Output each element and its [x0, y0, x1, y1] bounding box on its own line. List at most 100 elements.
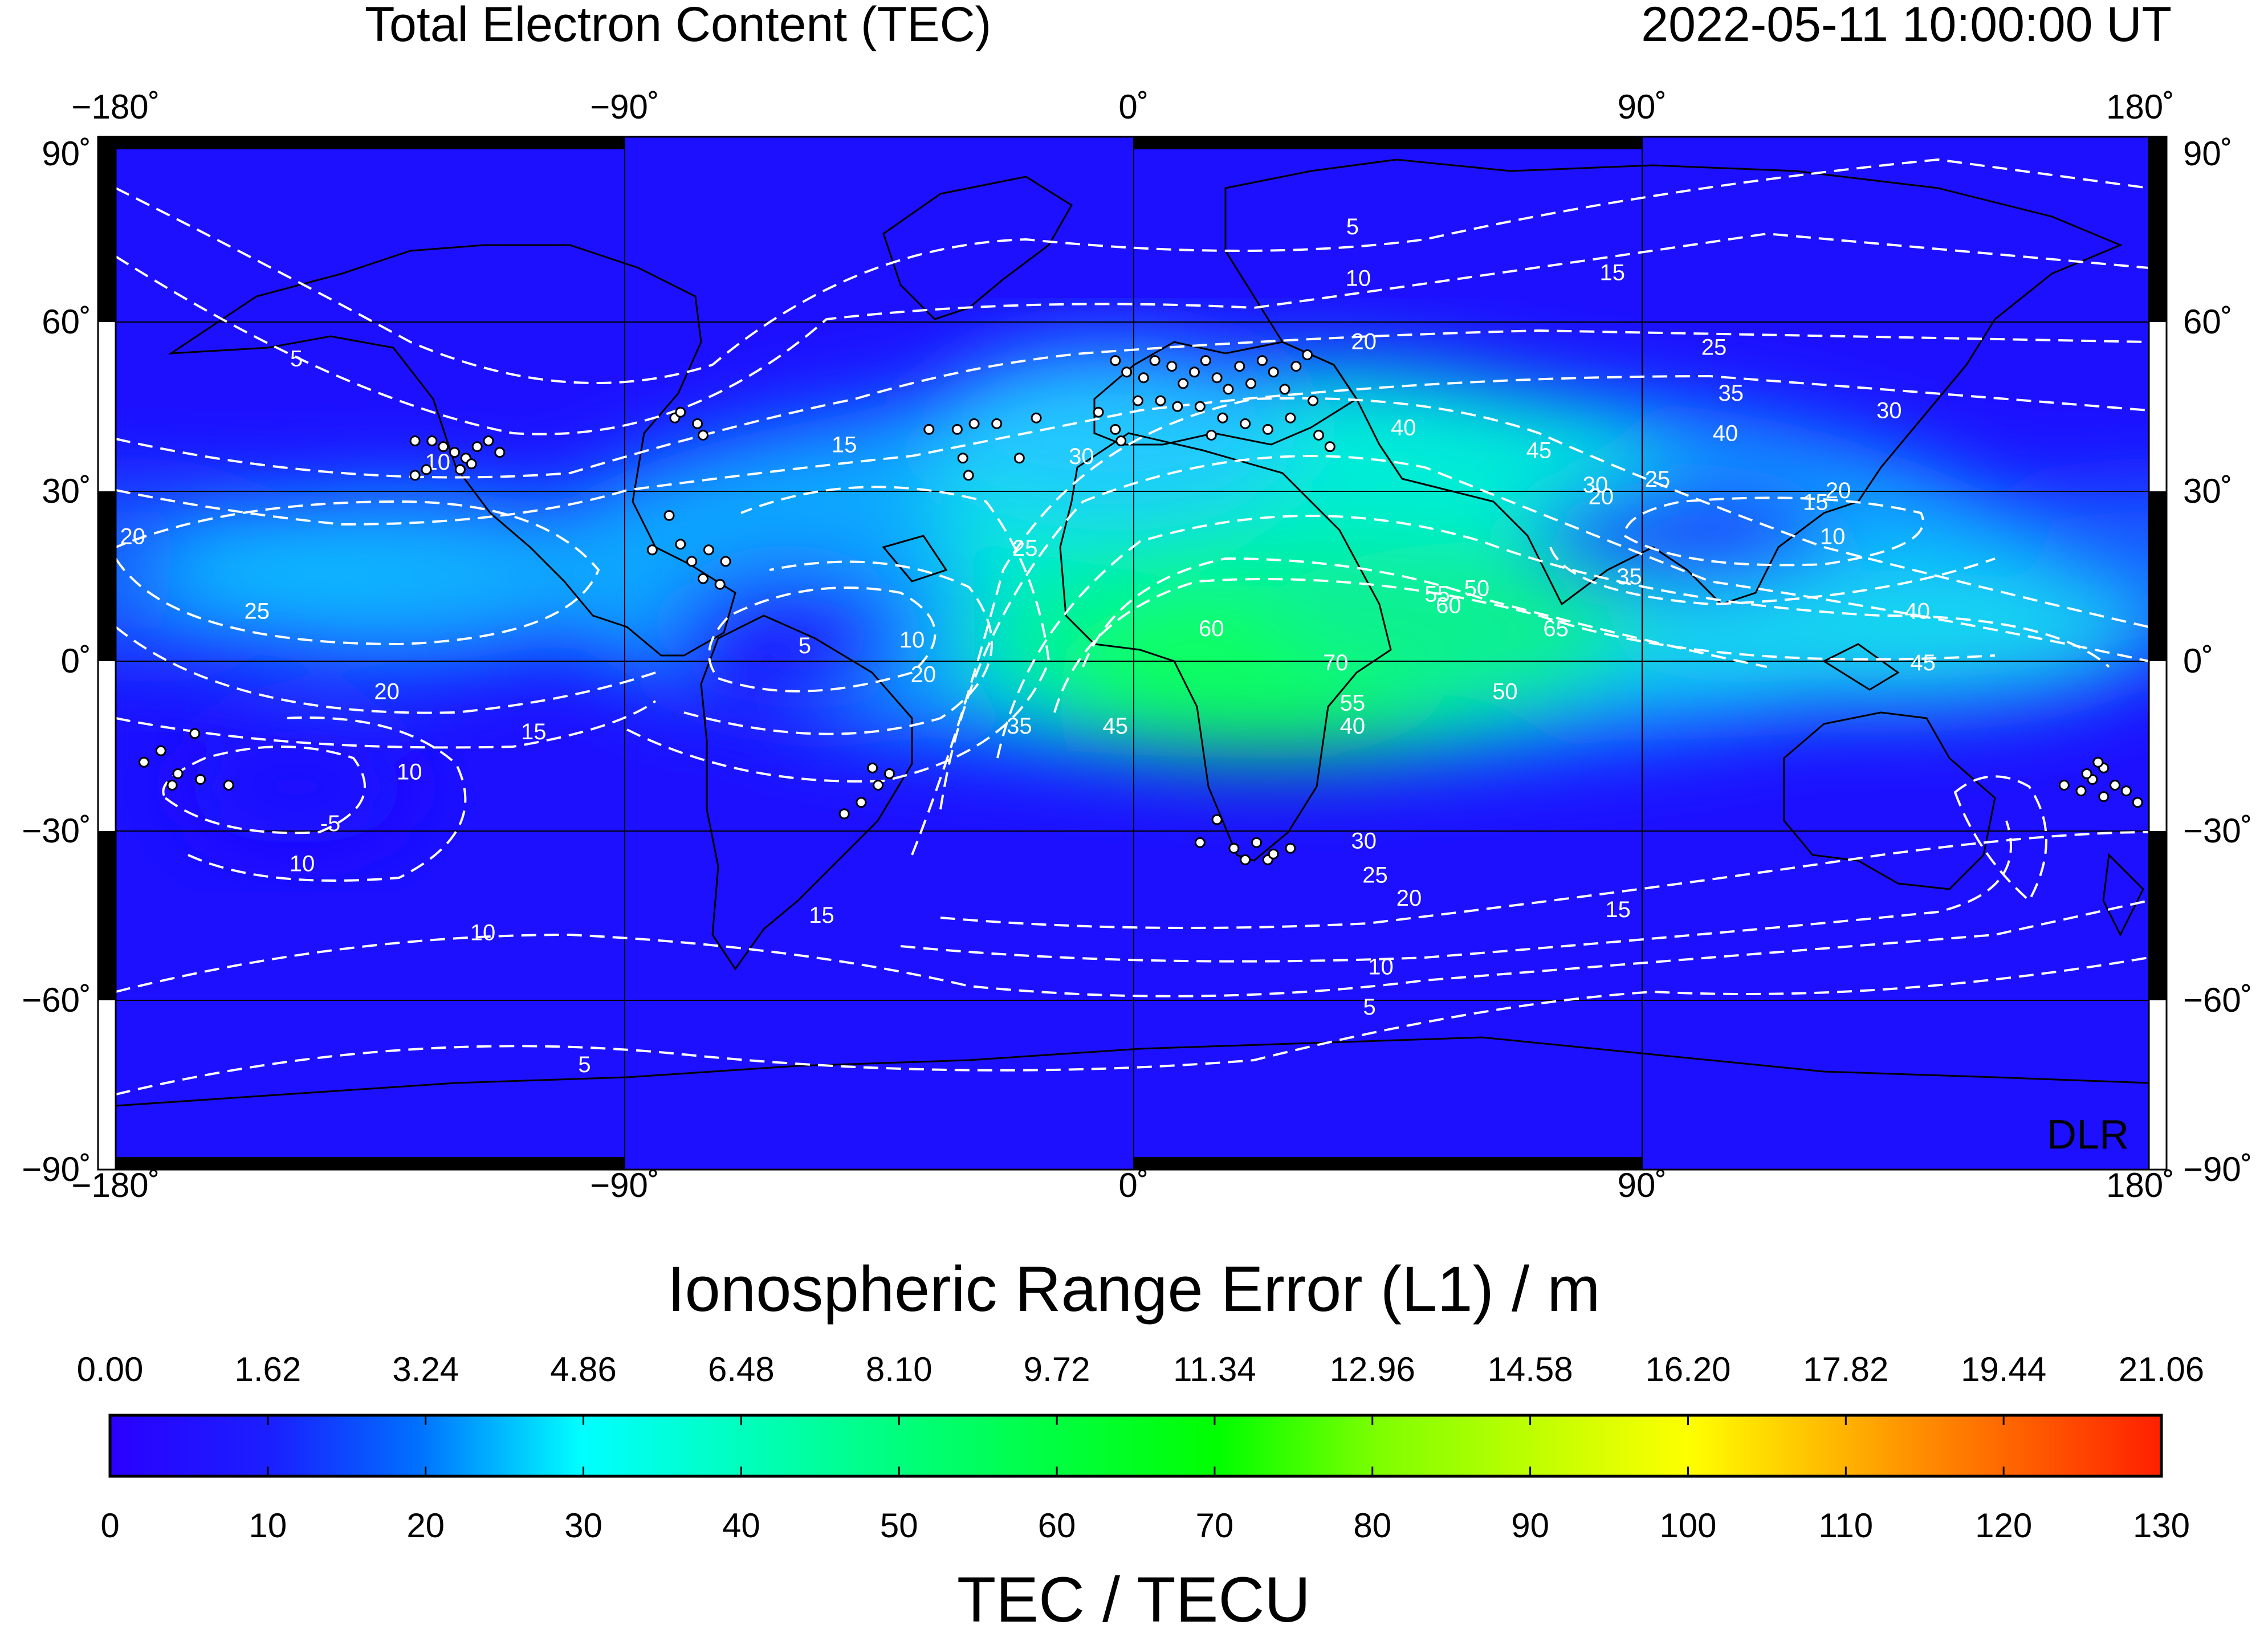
- contour-label: 30: [1876, 398, 1902, 423]
- station-marker: [1262, 423, 1273, 435]
- station-marker: [1178, 378, 1189, 389]
- station-marker: [471, 441, 483, 453]
- contour-label: 30: [1351, 828, 1377, 853]
- station-marker: [1285, 842, 1296, 854]
- station-marker: [1031, 412, 1042, 423]
- tec-tick: 70: [1196, 1506, 1234, 1545]
- station-marker: [483, 435, 494, 447]
- station-marker: [883, 768, 895, 779]
- station-marker: [1245, 378, 1257, 389]
- lat-tick-label: −60˚: [22, 981, 91, 1019]
- lon-ticks-top: −180˚ −90˚ 0˚ 90˚ 180˚: [71, 88, 2175, 126]
- contour-label: 45: [1103, 714, 1129, 739]
- timestamp: 2022-05-11 10:00:00 UT: [1641, 0, 2172, 52]
- range-error-tick: 12.96: [1330, 1350, 1415, 1388]
- station-marker: [675, 406, 686, 418]
- colorbar-tickmarks: [267, 1415, 2005, 1476]
- contour-label: 10: [397, 759, 422, 784]
- station-marker: [155, 745, 166, 756]
- station-marker: [720, 556, 731, 567]
- contour-label: 15: [809, 903, 834, 928]
- map-title: Total Electron Content (TEC): [365, 0, 991, 52]
- station-marker: [1194, 837, 1206, 848]
- station-marker: [2098, 791, 2110, 803]
- lat-tick-label: −30˚: [22, 812, 91, 850]
- contour-label: 5: [290, 347, 303, 372]
- lon-ticks-bottom: −180˚ −90˚ 0˚ 90˚ 180˚: [71, 1166, 2175, 1204]
- station-marker: [2110, 780, 2121, 791]
- contour-label: 15: [521, 719, 547, 744]
- station-marker: [686, 556, 698, 567]
- contour-label: 70: [1323, 650, 1349, 675]
- station-marker: [421, 464, 432, 475]
- lon-tick-label: 90˚: [1618, 88, 1667, 126]
- tec-contours: [116, 158, 2149, 1095]
- station-marker: [675, 539, 686, 550]
- lat-tick-label: −30˚: [2183, 812, 2253, 850]
- range-error-tick: 8.10: [866, 1350, 933, 1388]
- station-marker: [426, 435, 438, 447]
- contour-label: 65: [1543, 616, 1569, 641]
- lon-tick-label: 0˚: [1118, 88, 1149, 126]
- contour-label: 15: [1605, 897, 1631, 922]
- station-marker: [968, 418, 980, 429]
- contour-label: 15: [1599, 260, 1625, 286]
- contour-label: 55: [1424, 581, 1450, 606]
- contour-label: 20: [1396, 886, 1422, 911]
- lat-tick-label: −90˚: [22, 1150, 91, 1188]
- tec-tick: 100: [1659, 1506, 1716, 1545]
- station-marker: [1166, 361, 1178, 372]
- tec-tick: 60: [1038, 1506, 1076, 1545]
- station-marker: [1268, 848, 1279, 860]
- range-error-tick: 0.00: [77, 1350, 144, 1388]
- lon-tick-label: 90˚: [1618, 1166, 1667, 1204]
- station-marker: [1268, 366, 1279, 378]
- lon-tick-label: −180˚: [71, 1166, 160, 1204]
- lon-tick-label: 0˚: [1118, 1166, 1149, 1204]
- station-marker: [703, 544, 714, 556]
- colorbar: Ionospheric Range Error (L1) / m 0.00 1.6…: [77, 1253, 2204, 1629]
- gnss-stations: [139, 349, 2143, 865]
- contour-label: 30: [1583, 473, 1609, 498]
- contour-label: 5: [578, 1052, 591, 1077]
- contour-label: 25: [1362, 863, 1388, 888]
- station-marker: [867, 762, 878, 773]
- station-marker: [2132, 797, 2143, 808]
- lat-tick-label: 90˚: [2183, 135, 2233, 173]
- contour-label: 20: [911, 662, 936, 687]
- contour-label: 40: [1391, 415, 1416, 440]
- tec-ticks: 0 10 20 30 40 50 60 70 80 90 100 110 120 130: [100, 1506, 2190, 1545]
- contour-label: 35: [1616, 564, 1642, 589]
- tec-tick: 50: [880, 1506, 918, 1545]
- station-marker: [692, 418, 703, 429]
- contour-label: 40: [1905, 599, 1931, 624]
- station-marker: [697, 429, 709, 441]
- contour-label: 20: [120, 524, 145, 549]
- station-marker: [714, 579, 726, 590]
- contour-label: 60: [1199, 616, 1224, 641]
- station-marker: [963, 470, 974, 481]
- station-marker: [646, 544, 658, 556]
- station-marker: [1093, 406, 1104, 418]
- station-marker: [1188, 366, 1200, 378]
- contour-label: 45: [1526, 438, 1552, 463]
- contour-label: 40: [1713, 421, 1738, 446]
- contour-label: -5: [320, 811, 341, 836]
- lon-tick-label: −90˚: [590, 1166, 659, 1204]
- station-marker: [1290, 361, 1302, 372]
- contour-label: 25: [1012, 536, 1038, 561]
- station-marker: [1240, 418, 1251, 429]
- lon-tick-label: −180˚: [71, 88, 160, 126]
- station-marker: [923, 423, 935, 435]
- station-marker: [195, 773, 206, 785]
- tec-tick: 120: [1975, 1506, 2032, 1545]
- station-marker: [1279, 384, 1290, 395]
- contour-label: 10: [290, 852, 315, 877]
- contour-label: 25: [1701, 335, 1727, 360]
- range-error-tick: 14.58: [1488, 1350, 1573, 1388]
- lat-tick-label: 0˚: [61, 642, 91, 680]
- contour-label: 50: [1492, 679, 1518, 704]
- station-marker: [223, 780, 234, 791]
- tec-tick: 80: [1353, 1506, 1391, 1545]
- tec-tick: 110: [1818, 1506, 1873, 1545]
